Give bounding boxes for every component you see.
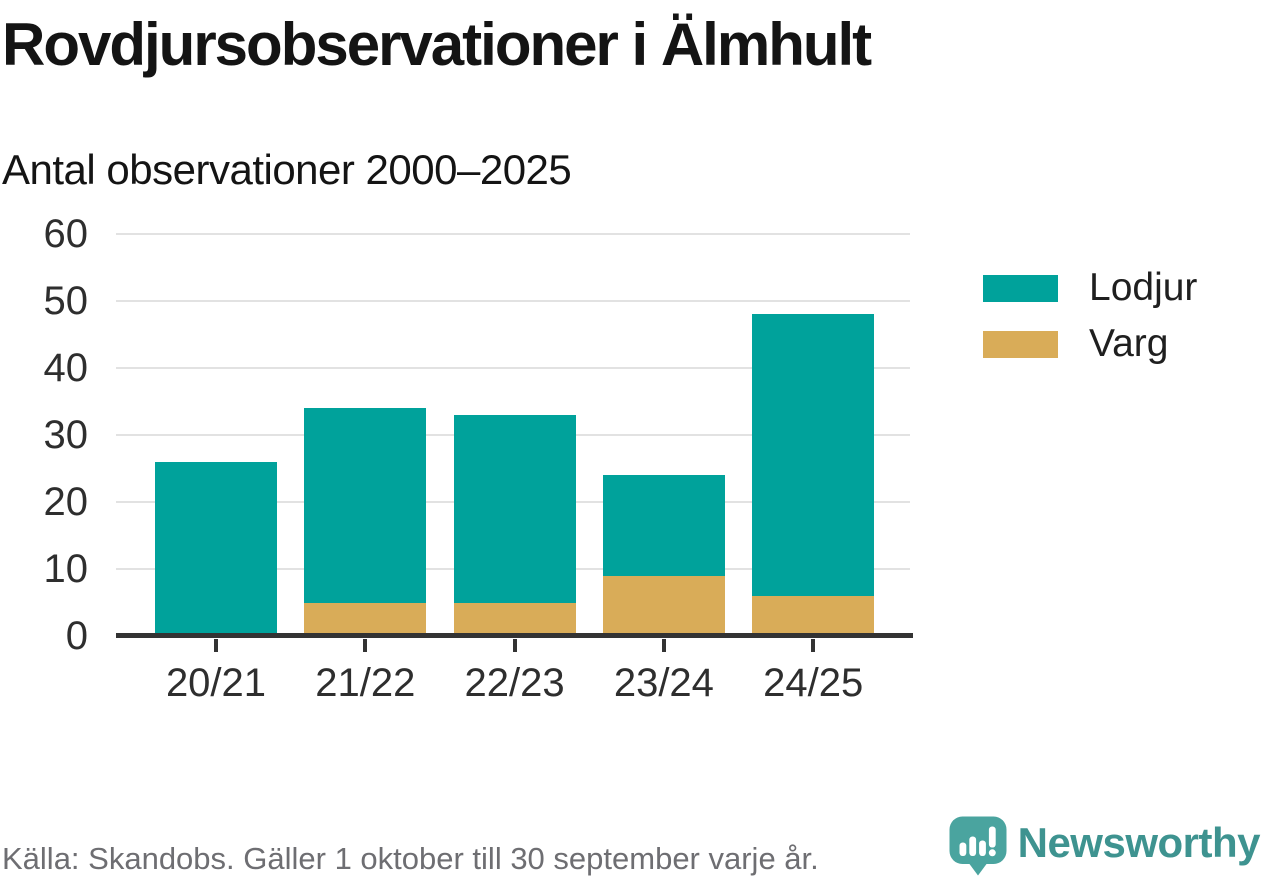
legend-item-varg: Varg [983, 322, 1197, 365]
bar-segment-lodjur [304, 408, 427, 603]
x-axis-line [116, 633, 913, 638]
chart-subtitle: Antal observationer 2000–2025 [2, 146, 572, 193]
bar-segment-lodjur [602, 475, 725, 576]
x-tick-label: 20/21 [165, 661, 267, 705]
legend: Lodjur Varg [983, 266, 1198, 380]
legend-item-lodjur: Lodjur [983, 266, 1198, 309]
bar-segment-lodjur [752, 314, 875, 596]
gridline [116, 233, 910, 235]
legend-swatch [983, 274, 1058, 302]
newsworthy-logo-icon [949, 816, 1007, 876]
x-tick-label: 24/25 [763, 661, 864, 705]
bar-segment-lodjur [155, 461, 277, 636]
gridline [116, 300, 910, 302]
bar-segment-lodjur [453, 414, 576, 603]
x-tick-label: 21/22 [315, 661, 416, 705]
legend-label: Varg [1089, 322, 1169, 365]
x-axis-tick [811, 639, 816, 652]
bar-segment-varg [602, 575, 725, 636]
y-tick-label: 40 [43, 346, 89, 390]
bar-group-24-25 [752, 314, 875, 636]
legend-swatch [983, 330, 1058, 358]
chart-title: Rovdjursobservationer i Älmhult [2, 11, 872, 78]
gridline [116, 367, 910, 369]
bar-group-23-24 [602, 475, 725, 636]
legend-label: Lodjur [1089, 266, 1198, 309]
x-axis-tick [512, 639, 517, 652]
x-axis-tick [363, 639, 368, 652]
x-tick-label: 23/24 [613, 661, 714, 705]
bar-group-20-21 [155, 461, 277, 636]
source-note: Källa: Skandobs. Gäller 1 oktober till 3… [2, 841, 819, 876]
y-tick-label: 30 [43, 413, 89, 457]
y-tick-label: 60 [43, 212, 89, 256]
bar-group-22-23 [453, 414, 576, 636]
y-tick-label: 50 [43, 279, 89, 323]
brand-lockup: Newsworthy [949, 815, 1261, 877]
x-axis-tick [214, 639, 218, 652]
plot-area: 0 10 20 30 40 50 60 20/21 21/22 22/23 23/24 24/25 [44, 214, 913, 705]
bar-segment-varg [304, 602, 427, 636]
bar-group-21-22 [304, 408, 427, 636]
y-tick-label: 20 [43, 480, 89, 524]
bar-segment-varg [453, 602, 576, 636]
brand-name: Newsworthy [1017, 819, 1261, 866]
y-tick-label: 10 [43, 547, 89, 591]
bar-segment-varg [752, 595, 875, 636]
x-axis-tick [661, 639, 666, 652]
x-tick-label: 22/23 [464, 661, 565, 705]
y-tick-label: 0 [65, 614, 88, 658]
